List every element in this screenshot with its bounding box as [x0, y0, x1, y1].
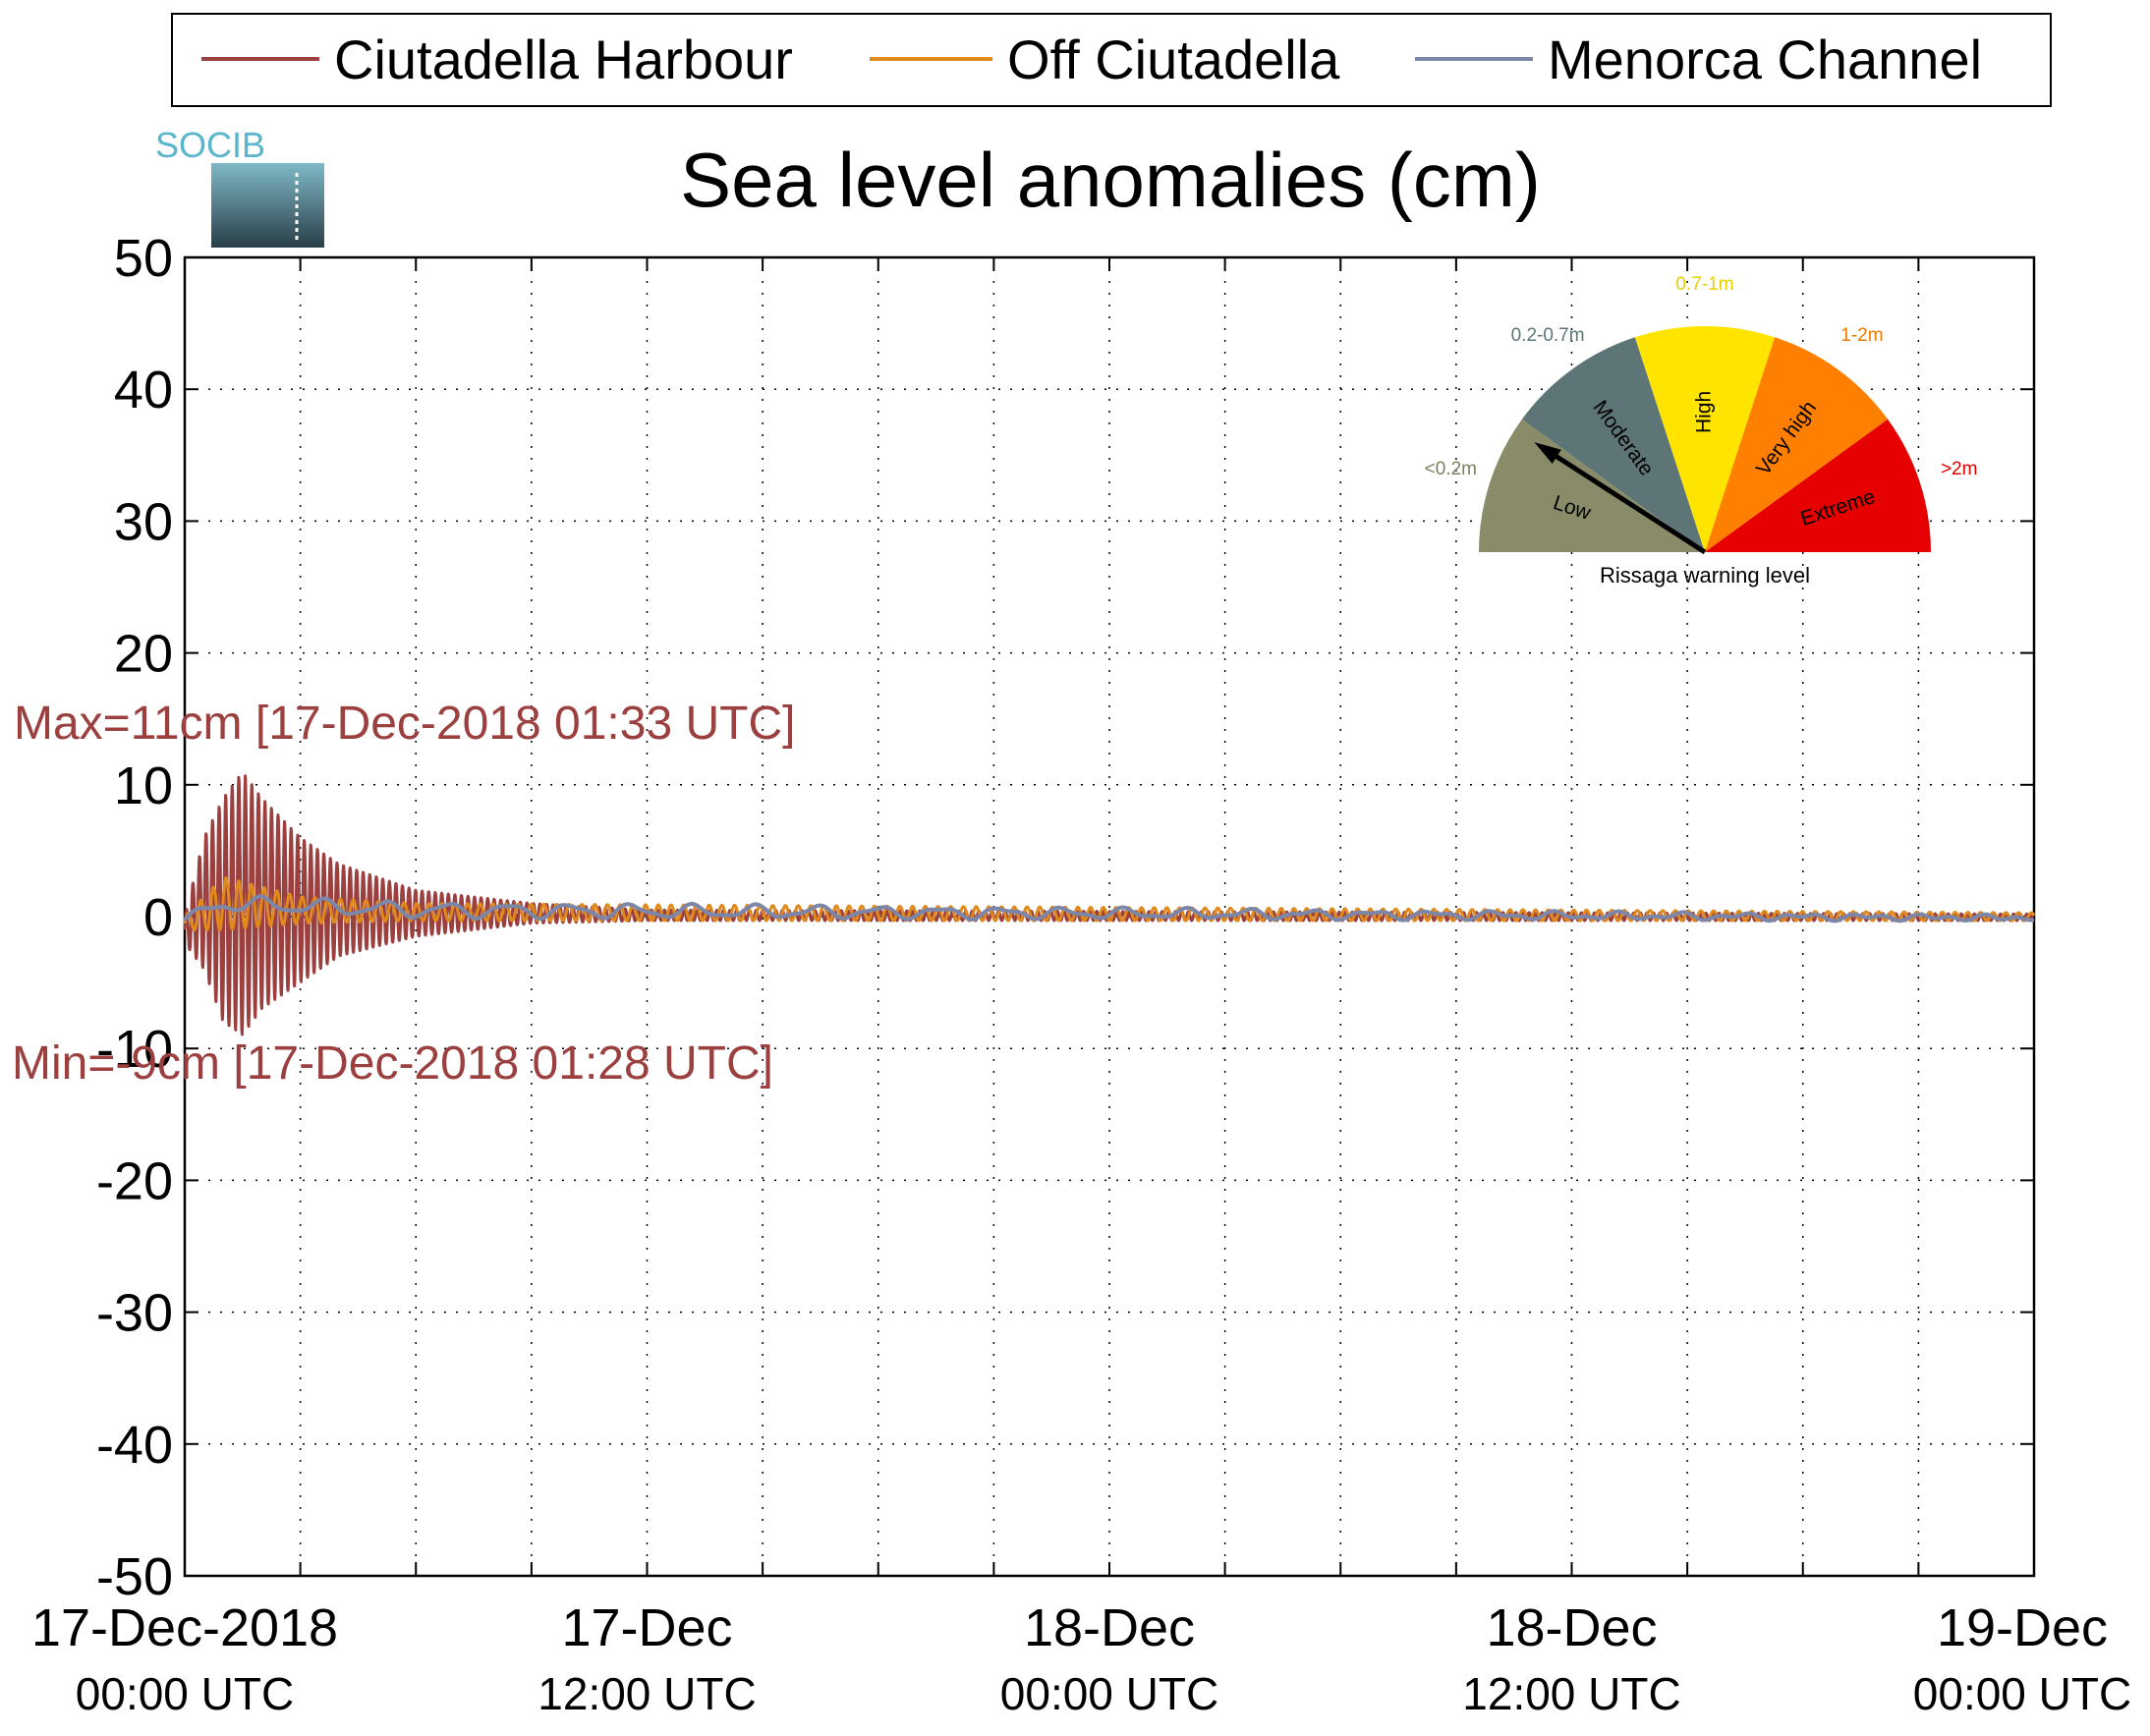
min-annotation: Min=-9cm [17-Dec-2018 01:28 UTC] — [12, 1037, 773, 1090]
y-tick-label: 40 — [114, 361, 173, 420]
gauge-caption: Rissaga warning level — [1600, 563, 1810, 588]
y-tick-label: 20 — [114, 625, 173, 684]
gauge-segment-extreme — [1705, 419, 1932, 552]
gauge-segment-high — [1634, 326, 1776, 552]
legend-label-off-ciutadella: Off Ciutadella — [1007, 28, 1340, 90]
y-axis: 50 40 30 20 10 0 -10 -20 -30 -40 -50 — [96, 229, 2034, 1606]
y-tick-label: 10 — [114, 756, 173, 815]
series-line-menorca-channel — [183, 894, 2035, 924]
y-tick-label: 0 — [143, 888, 173, 947]
gauge-range-label: <0.2m — [1425, 459, 1477, 479]
gauge-level-label: High — [1693, 391, 1716, 433]
x-tick-label-date: 19-Dec — [1937, 1598, 2108, 1657]
x-tick-label-time: 00:00 UTC — [1000, 1668, 1218, 1719]
gauge-range-label: 0.7-1m — [1675, 274, 1733, 295]
max-annotation: Max=11cm [17-Dec-2018 01:33 UTC] — [14, 698, 795, 750]
gauge-range-label: 0.2-0.7m — [1511, 325, 1585, 346]
x-tick-label-date: 17-Dec-2018 — [31, 1598, 338, 1657]
chart-title: Sea level anomalies (cm) — [680, 137, 1541, 223]
legend: Ciutadella Harbour Off Ciutadella Menorc… — [171, 13, 2052, 107]
y-tick-label: -30 — [96, 1284, 173, 1343]
y-tick-label: -40 — [96, 1416, 173, 1475]
x-tick-label-date: 17-Dec — [561, 1598, 732, 1657]
gauge-range-label: 1-2m — [1840, 325, 1883, 346]
gauge-segment-moderate — [1521, 337, 1705, 552]
socib-logo: SOCIB — [155, 125, 324, 248]
x-tick-label-time: 00:00 UTC — [76, 1668, 294, 1719]
x-tick-label-time: 00:00 UTC — [1913, 1668, 2131, 1719]
gauge-range-label: >2m — [1941, 459, 1978, 479]
rissaga-gauge: Rissaga warning level Low<0.2m Moderate0.… — [1425, 274, 1978, 588]
logo-block — [211, 163, 324, 248]
legend-label-menorca-channel: Menorca Channel — [1548, 28, 1982, 90]
y-tick-label: -10 — [96, 1020, 173, 1079]
x-tick-label-date: 18-Dec — [1024, 1598, 1195, 1657]
gauge-needle-head — [1534, 442, 1561, 464]
gauge-segment-low — [1479, 419, 1705, 552]
series-line-off-ciutadella — [183, 876, 2036, 931]
y-tick-label: -20 — [96, 1151, 173, 1210]
x-axis: 17-Dec-2018 00:00 UTC 17-Dec 12:00 UTC 18-De… — [31, 257, 2131, 1719]
x-tick-label-time: 12:00 UTC — [538, 1668, 756, 1719]
gauge-needle — [1548, 449, 1707, 555]
y-tick-label: 50 — [114, 229, 173, 288]
gauge-segment-very-high — [1705, 337, 1889, 552]
y-tick-label: 30 — [114, 492, 173, 551]
y-tick-label: -50 — [96, 1547, 173, 1606]
legend-box — [171, 13, 2052, 107]
logo-text: SOCIB — [155, 125, 265, 165]
series-lines — [183, 774, 2036, 1036]
x-tick-label-time: 12:00 UTC — [1462, 1668, 1680, 1719]
x-tick-label-date: 18-Dec — [1486, 1598, 1657, 1657]
legend-label-ciutadella-harbour: Ciutadella Harbour — [334, 28, 793, 90]
